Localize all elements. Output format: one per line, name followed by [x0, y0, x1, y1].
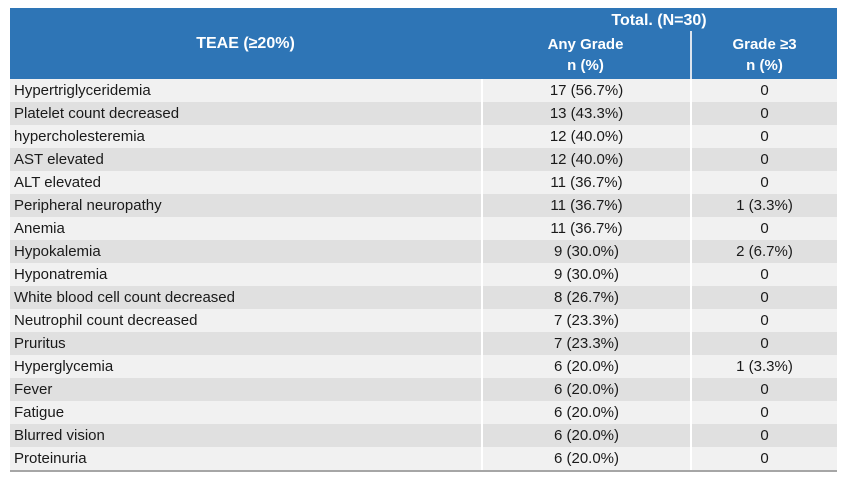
table-row: Blurred vision 6 (20.0%) 0 — [10, 424, 837, 447]
any-grade-column-header: Any Grade n (%) — [481, 31, 690, 79]
teae-name-cell: Peripheral neuropathy — [14, 197, 162, 214]
teae-name-cell: Hyperglycemia — [14, 358, 114, 375]
any-grade-cell: 6 (20.0%) — [481, 355, 690, 378]
table-row: Anemia 11 (36.7%) 0 — [10, 217, 837, 240]
any-grade-cell: 7 (23.3%) — [481, 332, 690, 355]
table-row: hypercholesteremia 12 (40.0%) 0 — [10, 125, 837, 148]
table-row: White blood cell count decreased 8 (26.7%… — [10, 286, 837, 309]
any-grade-cell: 9 (30.0%) — [481, 240, 690, 263]
any-grade-cell: 9 (30.0%) — [481, 263, 690, 286]
grade3-column-header: Grade ≥3 n (%) — [690, 31, 837, 79]
grade3-cell: 1 (3.3%) — [690, 355, 837, 378]
grade3-cell: 0 — [690, 332, 837, 355]
teae-name-cell: ALT elevated — [14, 174, 102, 191]
teae-name-cell: Neutrophil count decreased — [14, 312, 198, 329]
teae-table: TEAE (≥20%) Total. (N=30) Any Grade n (%… — [10, 8, 837, 472]
grade3-cell: 0 — [690, 447, 837, 470]
table-header: TEAE (≥20%) Total. (N=30) Any Grade n (%… — [10, 8, 837, 79]
teae-name-cell: Fever — [14, 381, 53, 398]
subheader-row: Any Grade n (%) Grade ≥3 n (%) — [481, 31, 837, 79]
table-row: Fatigue 6 (20.0%) 0 — [10, 401, 837, 424]
any-grade-cell: 17 (56.7%) — [481, 79, 690, 102]
table-row: Neutrophil count decreased 7 (23.3%) 0 — [10, 309, 837, 332]
any-grade-cell: 6 (20.0%) — [481, 401, 690, 424]
table-row: Hypertriglyceridemia 17 (56.7%) 0 — [10, 79, 837, 102]
table-row: Hyperglycemia 6 (20.0%) 1 (3.3%) — [10, 355, 837, 378]
any-grade-cell: 11 (36.7%) — [481, 194, 690, 217]
grade3-cell: 0 — [690, 217, 837, 240]
grade3-cell: 0 — [690, 378, 837, 401]
grade3-cell: 0 — [690, 125, 837, 148]
table-row: Platelet count decreased 13 (43.3%) 0 — [10, 102, 837, 125]
teae-name-cell: Anemia — [14, 220, 65, 237]
any-grade-cell: 6 (20.0%) — [481, 424, 690, 447]
any-grade-cell: 6 (20.0%) — [481, 378, 690, 401]
any-grade-label: Any Grade — [547, 36, 624, 53]
grade3-cell: 0 — [690, 401, 837, 424]
teae-name-cell: Hypokalemia — [14, 243, 101, 260]
table-row: Hypokalemia 9 (30.0%) 2 (6.7%) — [10, 240, 837, 263]
teae-name-cell: Blurred vision — [14, 427, 105, 444]
table-row: Proteinuria 6 (20.0%) 0 — [10, 447, 837, 470]
grade3-cell: 0 — [690, 148, 837, 171]
any-grade-cell: 13 (43.3%) — [481, 102, 690, 125]
grade3-cell: 1 (3.3%) — [690, 194, 837, 217]
total-header-group: Total. (N=30) Any Grade n (%) Grade ≥3 n… — [481, 8, 837, 79]
table-row: Fever 6 (20.0%) 0 — [10, 378, 837, 401]
grade3-cell: 0 — [690, 79, 837, 102]
teae-name-cell: Proteinuria — [14, 450, 87, 467]
any-grade-unit: n (%) — [567, 57, 604, 74]
table-row: Peripheral neuropathy 11 (36.7%) 1 (3.3%) — [10, 194, 837, 217]
teae-name-cell: hypercholesteremia — [14, 128, 145, 145]
grade3-cell: 0 — [690, 424, 837, 447]
grade3-label: Grade ≥3 — [732, 36, 797, 53]
grade3-cell: 0 — [690, 102, 837, 125]
table-body: Hypertriglyceridemia 17 (56.7%) 0 Platelet … — [10, 79, 837, 472]
table-row: Hyponatremia 9 (30.0%) 0 — [10, 263, 837, 286]
grade3-cell: 0 — [690, 263, 837, 286]
any-grade-cell: 11 (36.7%) — [481, 171, 690, 194]
teae-name-cell: Pruritus — [14, 335, 66, 352]
teae-name-cell: Hyponatremia — [14, 266, 108, 283]
any-grade-cell: 6 (20.0%) — [481, 447, 690, 470]
any-grade-cell: 7 (23.3%) — [481, 309, 690, 332]
any-grade-cell: 8 (26.7%) — [481, 286, 690, 309]
grade3-cell: 0 — [690, 309, 837, 332]
grade3-cell: 0 — [690, 286, 837, 309]
grade3-cell: 0 — [690, 171, 837, 194]
teae-name-cell: AST elevated — [14, 151, 104, 168]
teae-name-cell: Fatigue — [14, 404, 65, 421]
table-row: ALT elevated 11 (36.7%) 0 — [10, 171, 837, 194]
teae-name-cell: White blood cell count decreased — [14, 289, 235, 306]
teae-name-cell: Platelet count decreased — [14, 105, 180, 122]
total-column-header: Total. (N=30) — [611, 12, 707, 29]
grade3-unit: n (%) — [746, 57, 783, 74]
table-row: Pruritus 7 (23.3%) 0 — [10, 332, 837, 355]
any-grade-cell: 12 (40.0%) — [481, 148, 690, 171]
teae-name-cell: Hypertriglyceridemia — [14, 82, 151, 99]
any-grade-cell: 12 (40.0%) — [481, 125, 690, 148]
teae-column-header: TEAE (≥20%) — [196, 34, 295, 52]
table-row: AST elevated 12 (40.0%) 0 — [10, 148, 837, 171]
any-grade-cell: 11 (36.7%) — [481, 217, 690, 240]
grade3-cell: 2 (6.7%) — [690, 240, 837, 263]
